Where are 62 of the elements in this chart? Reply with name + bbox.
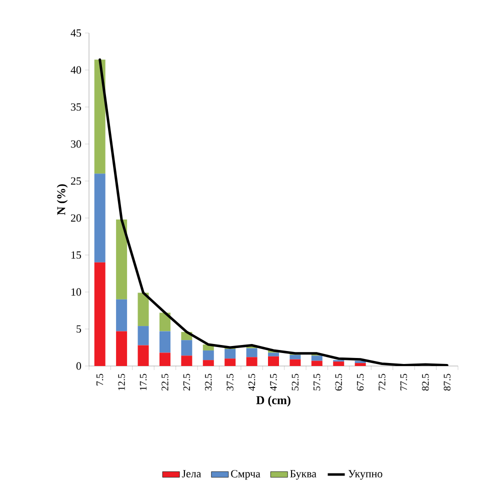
x-tick-label: 32.5 (205, 374, 212, 390)
bar (224, 348, 236, 359)
bar (311, 360, 322, 366)
y-tick-label: 45 (70, 29, 82, 37)
x-tick-label: 87.5 (444, 374, 451, 391)
bar (246, 348, 258, 358)
y-tick-label: 35 (71, 103, 82, 111)
bar (290, 359, 301, 366)
bar (159, 331, 170, 353)
x-tick-label: 82.5 (422, 374, 429, 391)
x-tick-label: 72.5 (378, 374, 386, 390)
y-tick-label: 10 (71, 288, 82, 296)
x-tick-label: 22.5 (162, 374, 168, 391)
y-tick-label: 0 (76, 362, 82, 370)
bar (94, 174, 106, 262)
legend-label: Јела (182, 470, 202, 478)
y-tick-label: 5 (76, 325, 82, 333)
x-tick-label: 27.5 (183, 374, 190, 391)
x-tick-label: 37.5 (226, 374, 234, 390)
bar (94, 262, 106, 366)
bar (159, 352, 170, 366)
x-tick-label: 67.5 (356, 374, 364, 391)
y-tick-label: 25 (71, 177, 82, 185)
legend-label: Буква (290, 470, 316, 480)
bar (202, 360, 214, 366)
x-tick-label: 77.5 (400, 374, 408, 390)
bar (290, 354, 301, 360)
bar (181, 356, 192, 366)
x-tick-label: 47.5 (270, 374, 277, 391)
bar (159, 312, 170, 332)
x-tick-label: 42.5 (248, 374, 256, 391)
bar (116, 219, 128, 300)
bar (116, 299, 128, 332)
bar (333, 362, 344, 366)
x-tick-label: 12.5 (118, 374, 125, 390)
x-tick-label: 62.5 (335, 374, 342, 391)
y-tick-label: 30 (71, 140, 82, 148)
bar (268, 352, 280, 356)
x-tick-label: 52.5 (292, 374, 299, 390)
bar (181, 340, 192, 356)
bar (138, 326, 149, 346)
bar (138, 292, 149, 326)
y-tick-label: 40 (70, 66, 82, 74)
legend-label: Смрча (231, 470, 260, 480)
bar (246, 357, 258, 366)
legend-label: Укупно (348, 470, 382, 480)
bar (268, 356, 280, 366)
y-tick-label: 20 (71, 214, 82, 222)
y-tick-label: 15 (71, 251, 82, 259)
line-series (98, 58, 448, 366)
bar (202, 350, 214, 360)
bar (354, 363, 366, 366)
x-tick-label: 17.5 (140, 374, 147, 390)
bar (94, 60, 106, 174)
x-tick-label: 7.5 (96, 374, 104, 386)
bar (311, 356, 322, 361)
bar (224, 358, 236, 366)
bar (138, 345, 149, 366)
bar (116, 331, 128, 366)
y-axis-title: N (%) (56, 184, 68, 216)
x-tick-label: 57.5 (314, 374, 320, 390)
x-axis-title: D (cm) (256, 396, 290, 407)
